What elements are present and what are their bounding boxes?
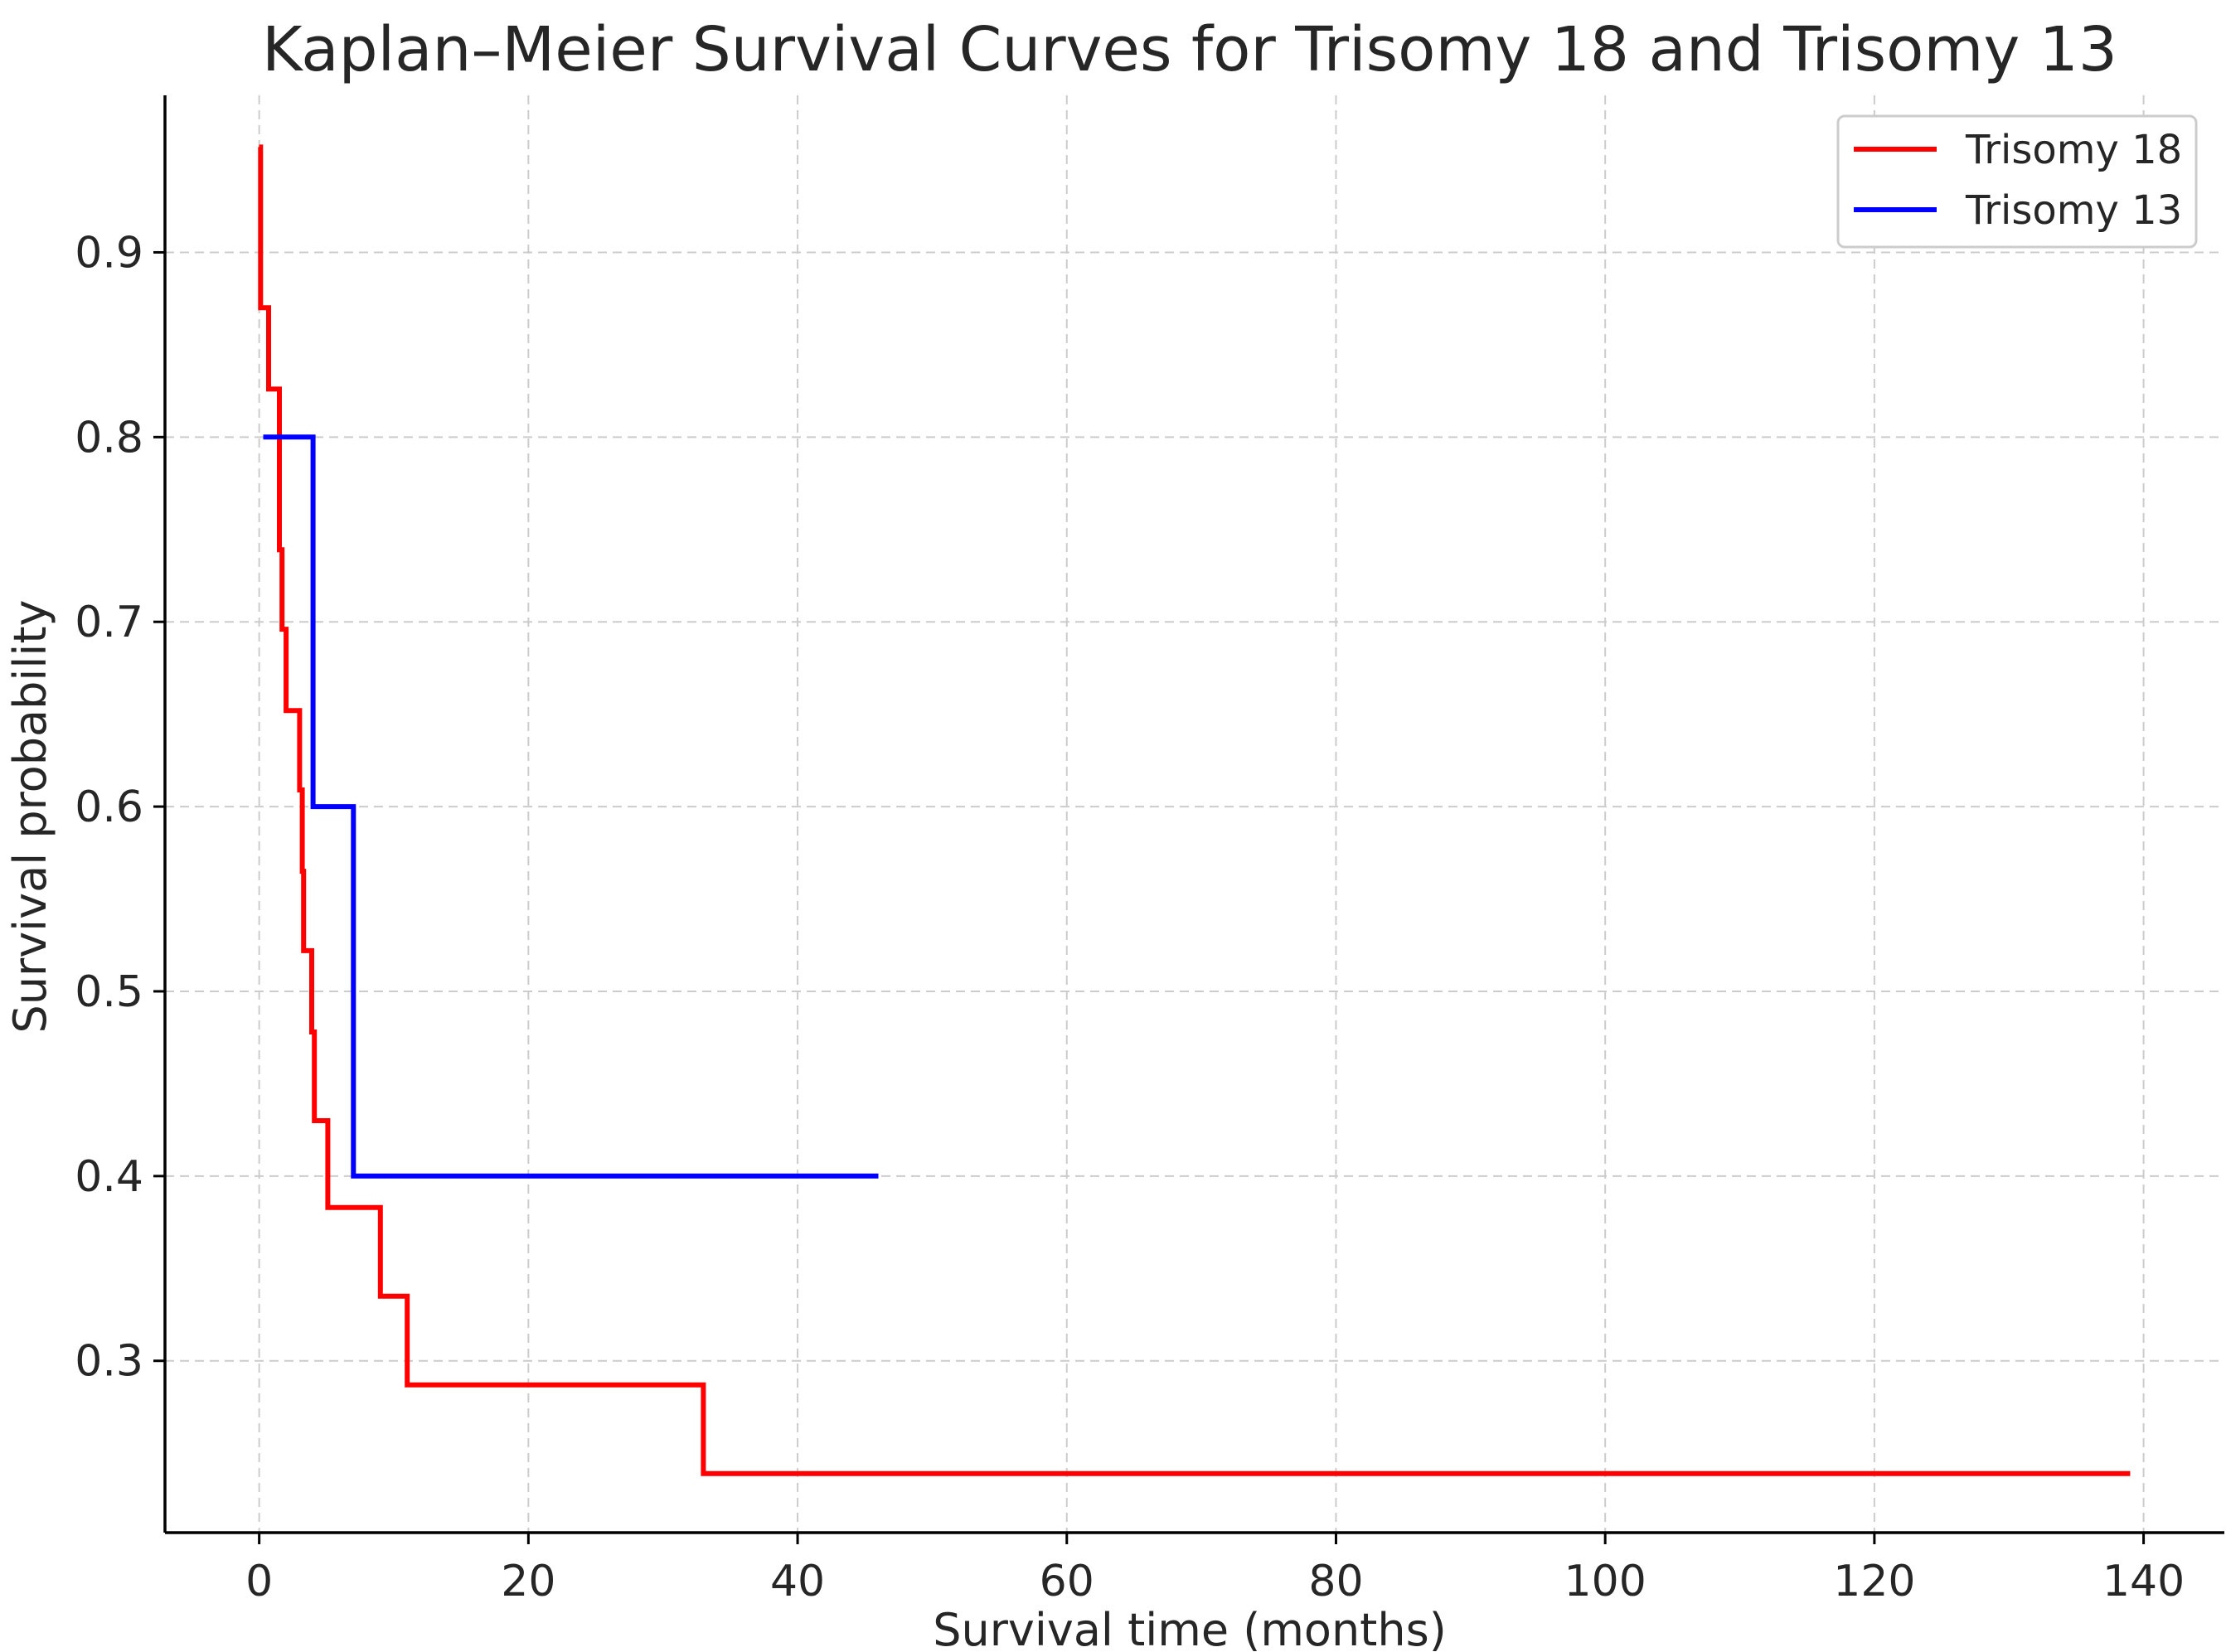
- y-tick-label: 0.9: [75, 228, 143, 278]
- x-tick-label: 40: [770, 1557, 825, 1606]
- x-tick-label: 140: [2102, 1557, 2185, 1606]
- series-lines: [258, 144, 2131, 1476]
- y-tick-label: 0.5: [75, 967, 143, 1017]
- x-axis-label: Survival time (months): [933, 1604, 1447, 1652]
- y-tick-label: 0.8: [75, 413, 143, 463]
- x-ticks: 0 20 40 60 80 100 120 140: [245, 1533, 2185, 1606]
- x-tick-label: 60: [1040, 1557, 1094, 1606]
- legend: Trisomy 18 Trisomy 13: [1836, 114, 2198, 249]
- y-tick-label: 0.4: [75, 1152, 143, 1202]
- y-axis-label: Survival probability: [4, 600, 56, 1034]
- x-tick-label: 0: [245, 1557, 273, 1606]
- x-tick-label: 100: [1564, 1557, 1646, 1606]
- y-tick-label: 0.7: [75, 598, 143, 647]
- legend-label-trisomy-18: Trisomy 18: [1965, 127, 2182, 173]
- chart-title: Kaplan–Meier Survival Curves for Trisomy…: [262, 14, 2117, 85]
- series-line-trisomy-18: [258, 144, 2131, 1476]
- y-ticks: 0.3 0.4 0.5 0.6 0.7 0.8 0.9: [75, 228, 165, 1387]
- y-tick-label: 0.6: [75, 782, 143, 832]
- legend-label-trisomy-13: Trisomy 13: [1965, 187, 2182, 234]
- x-tick-label: 120: [1833, 1557, 1915, 1606]
- grid-lines: [165, 95, 2224, 1533]
- y-tick-label: 0.3: [75, 1337, 143, 1387]
- series-line-trisomy-13: [263, 434, 879, 1179]
- x-tick-label: 20: [501, 1557, 555, 1606]
- x-tick-label: 80: [1308, 1557, 1363, 1606]
